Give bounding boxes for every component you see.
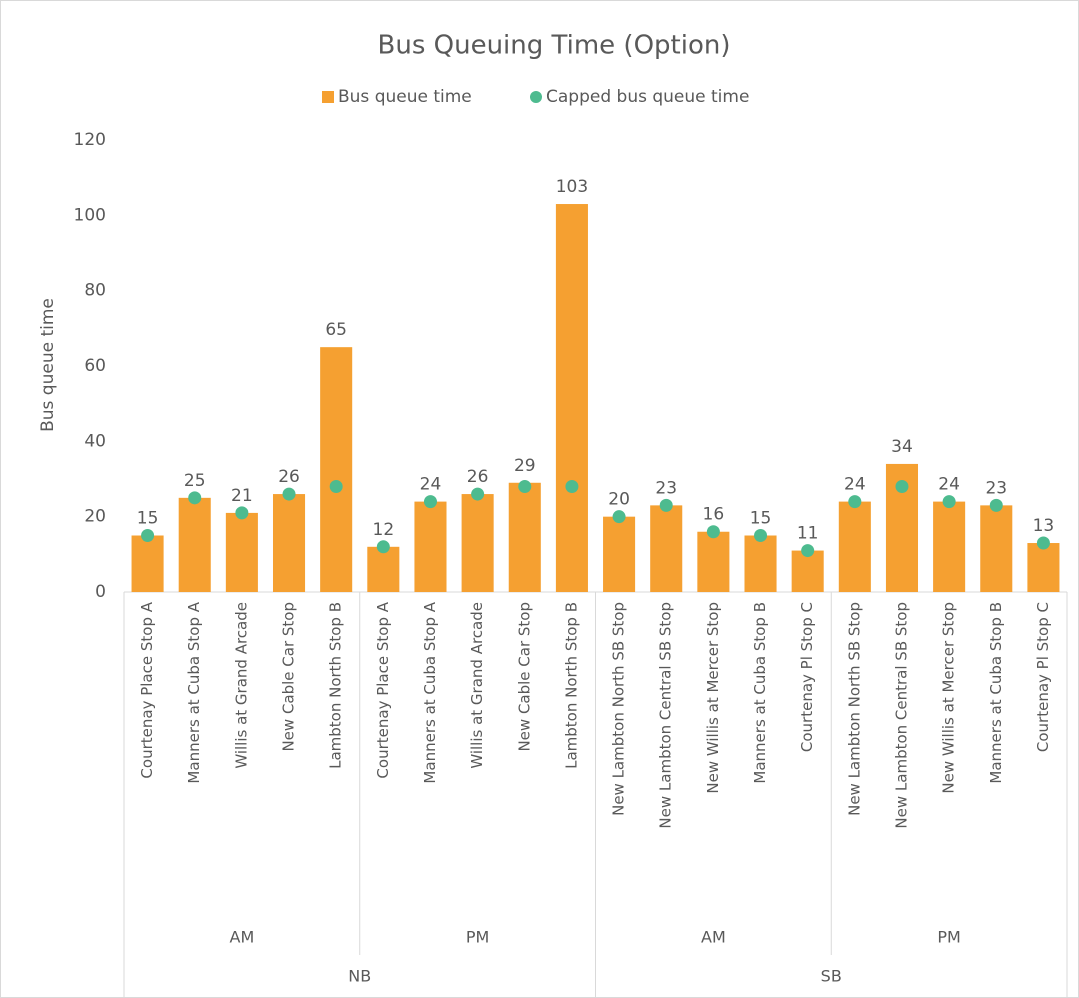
y-tick-label: 60 xyxy=(84,356,106,376)
x-tick-label: Manners at Cuba Stop A xyxy=(421,601,439,783)
data-label: 15 xyxy=(750,509,772,529)
x-tick-label: Lambton North Stop B xyxy=(562,602,580,769)
y-axis-label: Bus queue time xyxy=(38,298,58,432)
bar xyxy=(980,505,1013,592)
x-tick-label: Willis at Grand Arcade xyxy=(468,602,486,769)
dot xyxy=(565,480,579,494)
y-tick-label: 120 xyxy=(74,130,106,150)
chart-title: Bus Queuing Time (Option) xyxy=(378,31,731,61)
bar xyxy=(131,535,164,592)
data-label: 15 xyxy=(137,509,159,529)
bar xyxy=(603,516,636,592)
dot xyxy=(706,525,720,539)
data-label: 13 xyxy=(1033,516,1055,536)
x-tick-label: New Lambton North SB Stop xyxy=(610,602,628,816)
x-tick-label: Willis at Grand Arcade xyxy=(232,602,250,769)
dot xyxy=(423,495,437,509)
bar xyxy=(933,501,966,592)
data-label: 11 xyxy=(797,524,819,544)
x-tick-label: Courtenay Pl Stop C xyxy=(798,602,816,752)
data-label: 12 xyxy=(373,520,395,540)
period-label: AM xyxy=(230,928,255,947)
x-tick-label: New Lambton Central SB Stop xyxy=(657,602,675,829)
data-label: 26 xyxy=(467,467,489,487)
x-tick-label: Manners at Cuba Stop B xyxy=(751,602,769,784)
bar xyxy=(225,512,258,592)
bar xyxy=(461,494,494,592)
legend-label: Bus queue time xyxy=(338,87,472,107)
dot xyxy=(329,480,343,494)
data-label: 20 xyxy=(608,490,630,510)
data-label: 24 xyxy=(844,475,866,495)
legend-swatch xyxy=(530,91,542,103)
x-tick-label: New Cable Car Stop xyxy=(280,602,298,752)
period-label: PM xyxy=(937,928,960,947)
bar xyxy=(555,204,588,593)
dot xyxy=(235,506,249,520)
y-tick-label: 80 xyxy=(84,281,106,301)
data-label: 23 xyxy=(655,478,677,498)
data-label: 29 xyxy=(514,456,536,476)
x-tick-label: New Willis at Mercer Stop xyxy=(704,602,722,794)
direction-label: SB xyxy=(821,967,842,986)
bar xyxy=(744,535,777,592)
bar xyxy=(791,550,824,592)
x-tick-label: Courtenay Pl Stop C xyxy=(1034,602,1052,752)
dot xyxy=(376,540,390,554)
y-tick-label: 40 xyxy=(84,431,106,451)
data-label: 21 xyxy=(231,486,253,506)
x-tick-label: New Lambton Central SB Stop xyxy=(892,602,910,829)
x-tick-label: New Lambton North SB Stop xyxy=(845,602,863,816)
dot xyxy=(471,487,485,501)
bar xyxy=(272,494,306,592)
data-label: 26 xyxy=(278,467,300,487)
bar xyxy=(367,546,400,592)
dot xyxy=(282,487,296,501)
dot xyxy=(518,480,532,494)
x-tick-label: Courtenay Place Stop A xyxy=(138,601,156,778)
dot xyxy=(989,498,1003,512)
bar xyxy=(320,347,353,592)
data-label: 25 xyxy=(184,471,206,491)
legend-swatch xyxy=(322,91,334,103)
x-tick-label: Courtenay Place Stop A xyxy=(374,601,392,778)
x-tick-label: New Cable Car Stop xyxy=(515,602,533,752)
dot xyxy=(801,544,815,558)
data-label: 34 xyxy=(891,437,913,457)
data-label: 24 xyxy=(420,475,442,495)
direction-label: NB xyxy=(348,967,371,986)
dot xyxy=(612,510,626,524)
dot xyxy=(188,491,202,505)
data-label: 23 xyxy=(985,478,1007,498)
bar xyxy=(650,505,683,592)
bar xyxy=(1027,543,1060,592)
x-tick-label: Lambton North Stop B xyxy=(327,602,345,769)
x-tick-label: Manners at Cuba Stop A xyxy=(185,601,203,783)
bar xyxy=(838,501,871,592)
dot xyxy=(895,480,909,494)
bar xyxy=(697,531,730,592)
dot xyxy=(659,498,673,512)
dot xyxy=(141,529,155,542)
x-tick-label: New Willis at Mercer Stop xyxy=(940,602,958,794)
dot xyxy=(848,495,862,509)
period-label: AM xyxy=(701,928,726,947)
dot xyxy=(754,529,768,542)
bar xyxy=(508,482,541,592)
data-label: 24 xyxy=(938,475,960,495)
y-tick-label: 100 xyxy=(74,205,106,225)
dot xyxy=(1036,536,1050,550)
data-label: 16 xyxy=(703,505,725,525)
dot xyxy=(942,495,956,509)
data-label: 103 xyxy=(556,177,588,197)
bar xyxy=(414,501,447,592)
y-tick-label: 0 xyxy=(95,582,106,602)
data-label: 65 xyxy=(325,320,347,340)
period-label: PM xyxy=(466,928,489,947)
legend-label: Capped bus queue time xyxy=(546,87,749,107)
y-tick-label: 20 xyxy=(84,507,106,527)
bar xyxy=(178,497,211,592)
x-tick-label: Manners at Cuba Stop B xyxy=(987,602,1005,784)
